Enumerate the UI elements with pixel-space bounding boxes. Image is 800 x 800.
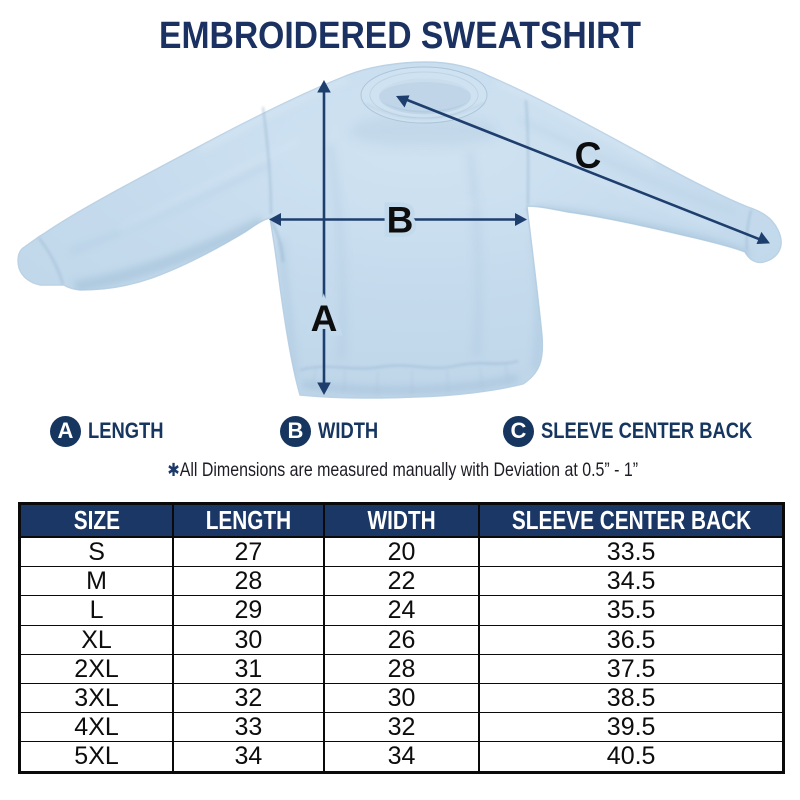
svg-text:C: C xyxy=(575,135,602,176)
svg-text:A: A xyxy=(311,298,338,339)
svg-text:B: B xyxy=(387,200,414,241)
